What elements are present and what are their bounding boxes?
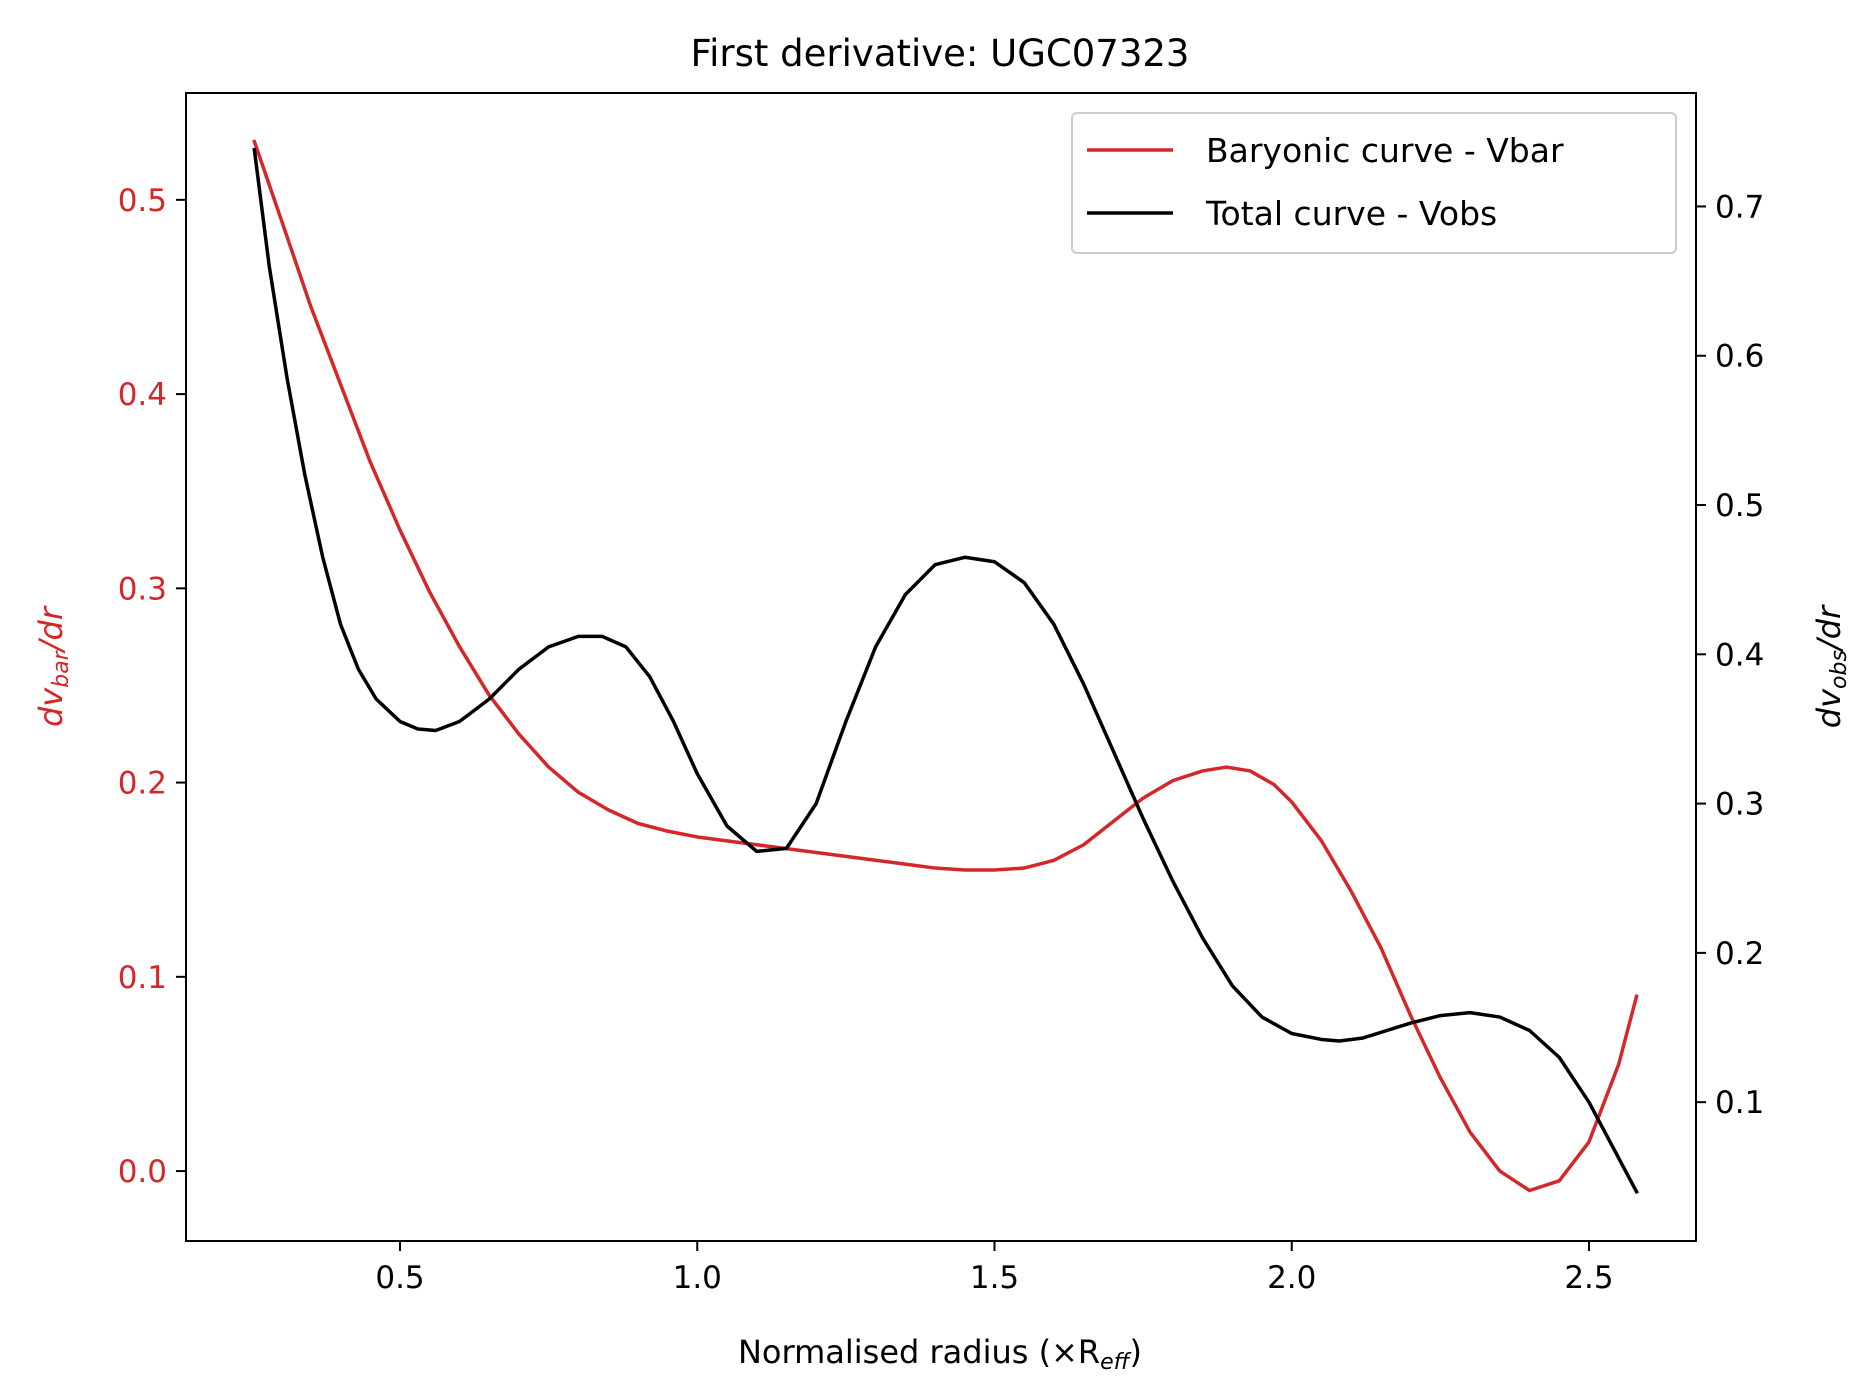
x-axis-label-end: ): [1130, 1333, 1142, 1371]
y-right-tick-label-4: 0.5: [1715, 488, 1764, 524]
y-right-axis-label: dvobs/dr: [1810, 604, 1852, 728]
y-right-label-pre: dv: [1810, 688, 1848, 728]
y-left-label-post: /dr: [32, 605, 70, 654]
x-tick-label-1: 1.0: [673, 1260, 722, 1296]
y-right-axis: 0.1 0.2 0.3 0.4 0.5 0.6 0.7: [1696, 189, 1764, 1121]
y-left-label-pre: dv: [32, 687, 70, 727]
y-left-tick-label-1: 0.1: [118, 960, 167, 996]
x-tick-label-0: 0.5: [375, 1260, 424, 1296]
y-right-label-post: /dr: [1810, 604, 1848, 653]
x-axis-label-main: Normalised radius (×R: [738, 1333, 1100, 1371]
y-right-label-sub: obs: [1827, 650, 1852, 689]
y-left-tick-label-4: 0.4: [118, 377, 167, 413]
y-left-tick-label-0: 0.0: [118, 1154, 167, 1190]
series-line-0: [252, 139, 1639, 1193]
series-line-1: [252, 147, 1639, 1195]
x-tick-label-3: 2.0: [1267, 1260, 1316, 1296]
y-left-tick-label-3: 0.3: [118, 571, 167, 607]
x-tick-label-2: 1.5: [970, 1260, 1019, 1296]
legend: Baryonic curve - Vbar Total curve - Vobs: [1071, 112, 1677, 254]
legend-label-baryonic: Baryonic curve - Vbar: [1206, 131, 1564, 170]
legend-label-total: Total curve - Vobs: [1205, 194, 1497, 233]
y-right-tick-label-3: 0.4: [1715, 637, 1764, 673]
x-tick-label-4: 2.5: [1564, 1260, 1613, 1296]
y-right-tick-label-2: 0.3: [1715, 787, 1764, 823]
y-left-axis: 0.0 0.1 0.2 0.3 0.4 0.5: [118, 183, 186, 1190]
x-axis-label-sub: eff: [1100, 1350, 1132, 1375]
y-right-tick-label-6: 0.7: [1715, 189, 1764, 225]
y-right-tick-label-0: 0.1: [1715, 1085, 1764, 1121]
lines-layer: [252, 139, 1639, 1195]
plot-frame: [185, 92, 1697, 1242]
legend-box: [1071, 112, 1677, 254]
y-left-tick-label-5: 0.5: [118, 183, 167, 219]
y-left-tick-label-2: 0.2: [118, 766, 167, 802]
y-left-axis-label: dvbar/dr: [32, 605, 74, 727]
y-left-label-sub: bar: [49, 649, 74, 687]
x-axis-label: Normalised radius (×Reff): [738, 1333, 1142, 1375]
x-axis: 0.5 1.0 1.5 2.0 2.5: [375, 1241, 1614, 1296]
y-right-tick-label-5: 0.6: [1715, 339, 1764, 375]
chart-title: First derivative: UGC07323: [691, 32, 1190, 75]
y-right-tick-label-1: 0.2: [1715, 936, 1764, 972]
